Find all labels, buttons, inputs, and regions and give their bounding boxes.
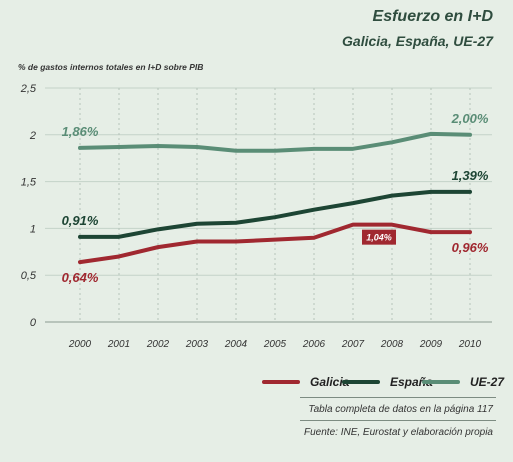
series-lines	[78, 131, 472, 265]
x-tick-label: 2001	[107, 339, 130, 350]
legend-label-ue27: UE-27	[470, 374, 505, 389]
x-tick-label: 2008	[380, 339, 404, 350]
x-tick-label: 2006	[302, 339, 326, 350]
data-label-box	[362, 229, 396, 245]
data-label: 0,64%	[62, 270, 99, 285]
legend-item-ue27: UE-27	[422, 374, 504, 390]
legend-label-espana: España	[390, 374, 433, 389]
data-label: 0,96%	[452, 240, 489, 255]
data-labels: 1,86% 2,00% 0,91% 1,39% 0,64% 0,96% 1,04%	[62, 111, 489, 285]
x-tick-label: 2010	[458, 339, 482, 350]
y-tick-label: 1	[30, 223, 36, 235]
data-label: 0,91%	[62, 213, 99, 228]
legend-item-espana: España	[342, 374, 433, 390]
series-line-espana	[78, 189, 472, 239]
y-tick-label: 1,5	[21, 177, 37, 189]
x-tick-label: 2004	[224, 339, 248, 350]
divider	[300, 420, 496, 421]
divider	[300, 397, 496, 398]
x-tick-label: 2002	[146, 339, 170, 350]
legend-swatch-galicia	[262, 379, 300, 384]
y-tick-label: 2	[29, 130, 36, 142]
x-tick-label: 2000	[68, 339, 92, 350]
series-line-galicia	[78, 222, 472, 265]
legend-swatch-ue27	[422, 379, 460, 384]
source-note: Fuente: INE, Eurostat y elaboración prop…	[304, 427, 493, 438]
x-tick-label: 2003	[185, 339, 209, 350]
data-label: 1,04%	[366, 233, 392, 243]
grid	[45, 87, 492, 323]
series-line-ue27	[78, 131, 472, 153]
legend-label-galicia: Galicia	[310, 374, 350, 389]
chart-title: Esfuerzo en I+D	[372, 8, 493, 25]
x-tick-label: 2005	[263, 339, 287, 350]
axes: 0 0,5 1 1,5 2 2,5 2000 2001 2002 2003 2004 2005 2006…	[20, 83, 482, 350]
chart-subtitle: Galicia, España, UE-27	[342, 33, 493, 49]
data-label: 1,86%	[62, 124, 99, 139]
data-label: 2,00%	[451, 111, 489, 126]
x-tick-label: 2007	[341, 339, 365, 350]
y-tick-label: 0,5	[21, 270, 37, 282]
y-tick-label: 2,5	[20, 83, 37, 95]
legend-item-galicia: Galicia	[262, 374, 349, 390]
legend-swatch-espana	[342, 379, 380, 384]
source-table-note: Tabla completa de datos en la página 117	[308, 404, 493, 415]
y-axis-label: % de gastos internos totales en I+D sobr…	[18, 62, 204, 72]
data-label: 1,39%	[452, 168, 489, 183]
x-tick-label: 2009	[419, 339, 443, 350]
y-tick-label: 0	[30, 317, 37, 329]
